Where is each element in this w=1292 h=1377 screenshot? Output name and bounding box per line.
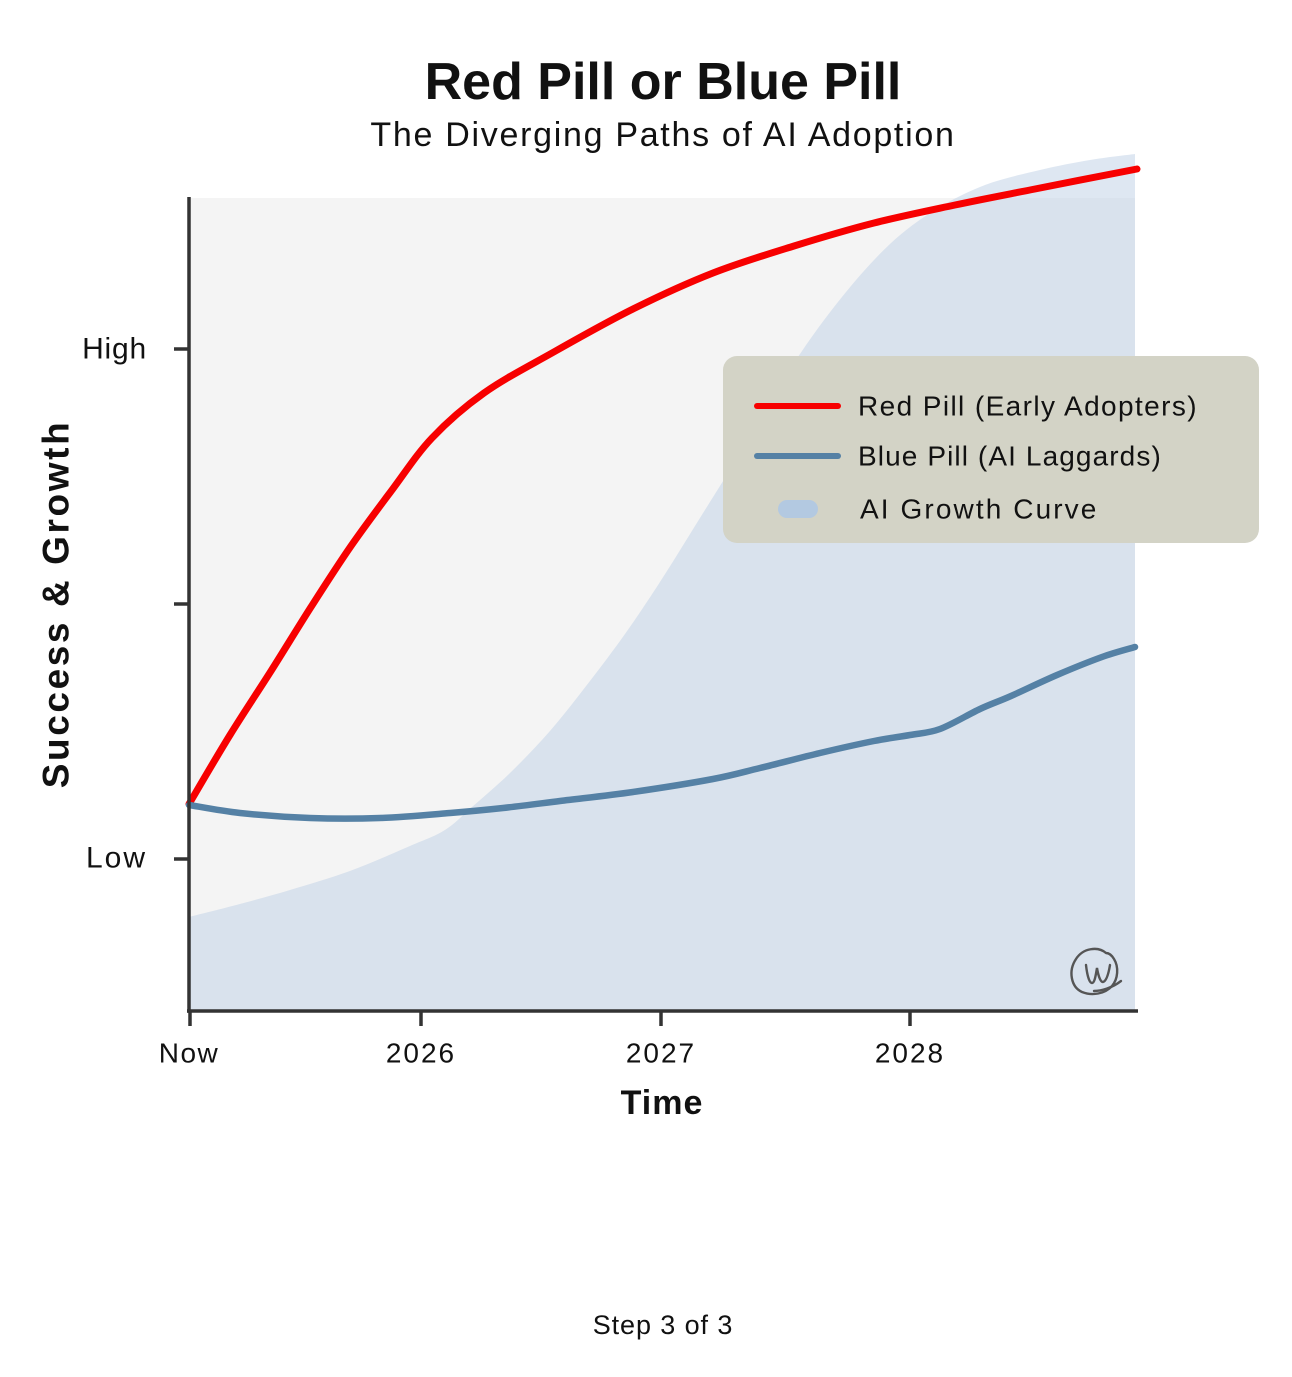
- svg-text:Red Pill (Early Adopters): Red Pill (Early Adopters): [858, 391, 1198, 422]
- svg-text:Low: Low: [86, 842, 147, 875]
- svg-text:The Diverging Paths of AI Adop: The Diverging Paths of AI Adoption: [370, 116, 955, 154]
- svg-text:Red Pill or Blue Pill: Red Pill or Blue Pill: [425, 53, 902, 111]
- svg-text:Success & Growth: Success & Growth: [36, 420, 77, 789]
- svg-text:2027: 2027: [626, 1038, 696, 1069]
- svg-text:Time: Time: [621, 1084, 704, 1122]
- svg-text:2028: 2028: [875, 1038, 945, 1069]
- svg-text:Now: Now: [159, 1038, 220, 1069]
- svg-text:Blue Pill (AI Laggards): Blue Pill (AI Laggards): [858, 441, 1162, 472]
- svg-text:Step 3 of 3: Step 3 of 3: [593, 1310, 734, 1340]
- svg-text:AI Growth Curve: AI Growth Curve: [860, 494, 1098, 525]
- svg-text:2026: 2026: [386, 1038, 456, 1069]
- svg-text:High: High: [82, 333, 147, 366]
